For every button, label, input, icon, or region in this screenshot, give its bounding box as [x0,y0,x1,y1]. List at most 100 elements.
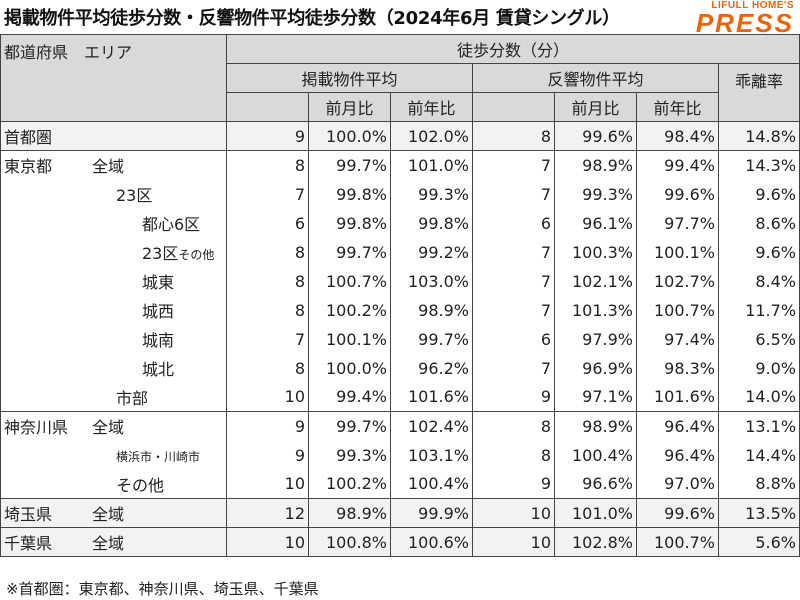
brand-logo: LIFULL HOME'S PRESS [695,0,794,38]
response-mom-cell: 97.9% [554,324,637,354]
response-minutes-cell: 9 [472,469,555,499]
area-name: 全域 [92,534,125,553]
area-name: その他 [116,475,165,495]
response-mom-cell: 102.8% [554,527,637,557]
listed-yoy-cell: 99.8% [390,208,473,238]
table-row: 都心6区 6 99.8% 99.8% 6 96.1% 97.7% 8.6% [0,208,800,238]
listed-mom-cell: 100.2% [308,469,391,499]
response-yoy-cell: 100.7% [636,527,719,557]
area-cell: その他 [0,469,227,499]
header-walk-group: 徒歩分数（分） [225,34,800,64]
area-cell: 神奈川県 全域 [0,411,227,441]
listed-mom-cell: 99.7% [308,237,391,267]
listed-minutes-cell: 8 [226,353,309,383]
area-name: 全域 [92,418,125,438]
response-mom-cell: 98.9% [554,150,637,180]
deviation-rate-cell: 9.6% [717,237,800,267]
listed-minutes-cell: 9 [226,440,309,470]
header-row-3: 前月比 前年比 前月比 前年比 [1,92,800,122]
response-minutes-cell: 7 [472,150,555,180]
response-mom-cell: 98.9% [554,411,637,441]
table-row: 城東 8 100.7% 103.0% 7 102.1% 102.7% 8.4% [0,266,800,296]
listed-mom-cell: 100.8% [308,527,391,557]
area-name: 城東 [142,273,175,292]
response-minutes-cell: 7 [472,353,555,383]
listed-mom-cell: 100.7% [308,266,391,296]
deviation-rate-cell: 13.1% [717,411,800,441]
listed-yoy-cell: 103.0% [390,266,473,296]
area-name: 城南 [142,331,175,350]
response-yoy-cell: 100.1% [636,237,719,267]
walk-minutes-table: 都道府県 エリア 徒歩分数（分） 掲載物件平均 反響物件平均 乖離率 前月比 前… [0,34,800,557]
deviation-rate-cell: 9.0% [717,353,800,383]
logo-top-text: LIFULL HOME'S [711,0,794,11]
listed-yoy-cell: 99.7% [390,324,473,354]
page-title: 掲載物件平均徒歩分数・反響物件平均徒歩分数（2024年6月 賃貸シングル） [4,8,620,29]
response-mom-cell: 96.1% [554,208,637,238]
response-yoy-cell: 99.4% [636,150,719,180]
area-cell: 首都圏 [0,121,227,151]
deviation-rate-cell: 14.3% [717,150,800,180]
area-cell: 千葉県 全域 [0,527,227,557]
listed-yoy-cell: 98.9% [390,295,473,325]
response-mom-cell: 97.1% [554,382,637,412]
header-listed-mom: 前月比 [308,92,391,122]
table-row: 城南 7 100.1% 99.7% 6 97.9% 97.4% 6.5% [0,324,800,354]
response-yoy-cell: 102.7% [636,266,719,296]
listed-mom-cell: 99.7% [308,411,391,441]
listed-minutes-cell: 9 [226,121,309,151]
footnote: ※首都圏：東京都、神奈川県、埼玉県、千葉県 [6,580,319,598]
response-minutes-cell: 8 [472,440,555,470]
listed-mom-cell: 99.7% [308,150,391,180]
deviation-rate-cell: 13.5% [717,498,800,528]
listed-yoy-cell: 99.3% [390,179,473,209]
listed-yoy-cell: 102.4% [390,411,473,441]
table-row: その他 10 100.2% 100.4% 9 96.6% 97.0% 8.8% [0,469,800,499]
response-yoy-cell: 97.7% [636,208,719,238]
header-response: 反響物件平均 [472,63,719,93]
listed-mom-cell: 100.1% [308,324,391,354]
area-name: 全域 [92,505,125,524]
table-row: 市部 10 99.4% 101.6% 9 97.1% 101.6% 14.0% [0,382,800,412]
header-row-2: 掲載物件平均 反響物件平均 乖離率 [1,63,800,122]
listed-yoy-cell: 99.9% [390,498,473,528]
response-minutes-cell: 10 [472,527,555,557]
listed-mom-cell: 100.0% [308,121,391,151]
header-deviation: 乖離率 [717,63,800,122]
table-row: 神奈川県 全域 9 99.7% 102.4% 8 98.9% 96.4% 13.1% [0,411,800,441]
deviation-rate-cell: 9.6% [717,179,800,209]
area-name: 全域 [92,157,125,177]
response-yoy-cell: 100.7% [636,295,719,325]
response-mom-cell: 99.3% [554,179,637,209]
response-yoy-cell: 99.6% [636,179,719,209]
area-cell: 城西 [0,295,227,325]
area-name-small: その他 [178,248,215,262]
area-cell: 城東 [0,266,227,296]
table-row: 東京都 全域 8 99.7% 101.0% 7 98.9% 99.4% 14.3% [0,150,800,180]
table-row: 埼玉県 全域 12 98.9% 99.9% 10 101.0% 99.6% 13.5% [0,498,800,528]
response-yoy-cell: 98.3% [636,353,719,383]
listed-mom-cell: 99.4% [308,382,391,412]
listed-minutes-cell: 10 [226,527,309,557]
table-row: 城西 8 100.2% 98.9% 7 101.3% 100.7% 11.7% [0,295,800,325]
listed-minutes-cell: 8 [226,266,309,296]
response-yoy-cell: 99.6% [636,498,719,528]
listed-mom-cell: 100.0% [308,353,391,383]
response-minutes-cell: 8 [472,121,555,151]
listed-yoy-cell: 99.2% [390,237,473,267]
listed-minutes-cell: 7 [226,324,309,354]
logo-main-text: PRESS [695,8,794,38]
response-minutes-cell: 6 [472,324,555,354]
area-name: 市部 [116,388,149,408]
response-yoy-cell: 96.4% [636,440,719,470]
header-listed-yoy: 前年比 [390,92,473,122]
area-name: 城西 [142,302,175,321]
response-mom-cell: 102.1% [554,266,637,296]
deviation-rate-cell: 11.7% [717,295,800,325]
response-yoy-cell: 101.6% [636,382,719,412]
area-cell: 城南 [0,324,227,354]
area-cell: 城北 [0,353,227,383]
response-mom-cell: 101.0% [554,498,637,528]
response-mom-cell: 99.6% [554,121,637,151]
response-mom-cell: 101.3% [554,295,637,325]
